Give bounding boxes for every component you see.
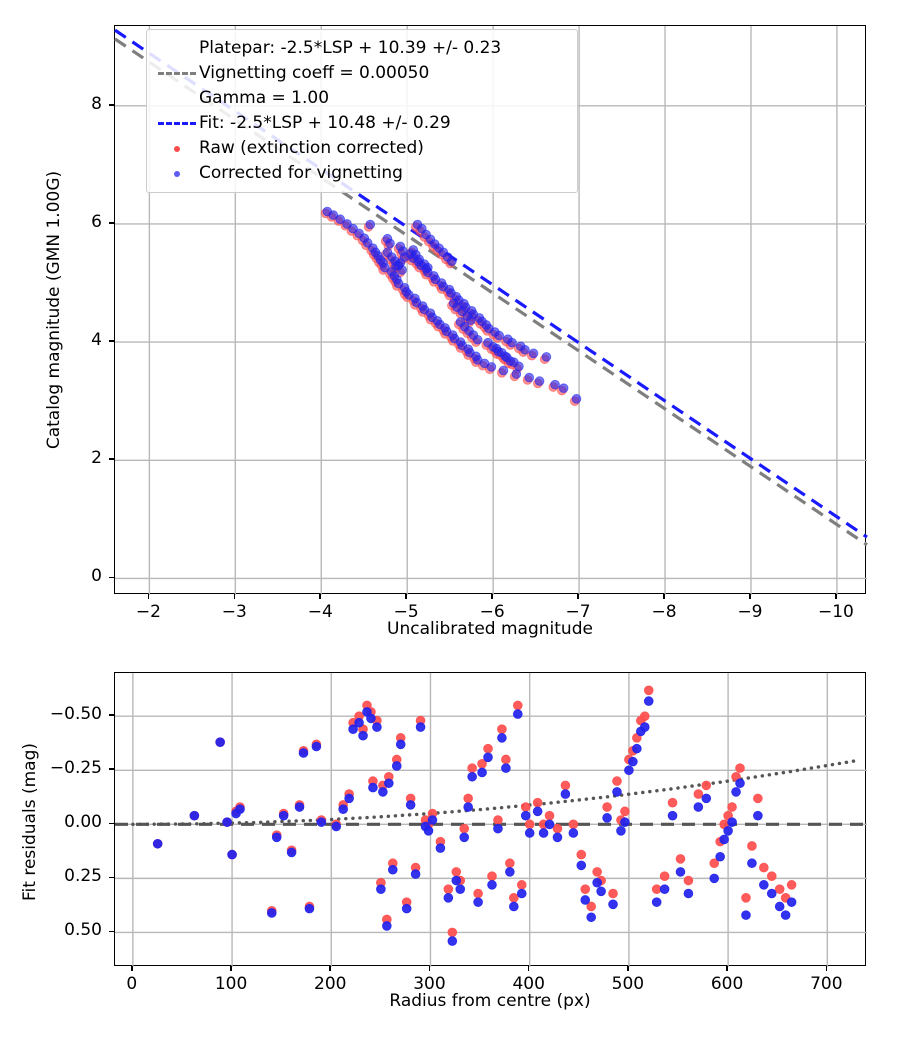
y-tickmark: [109, 768, 114, 771]
legend-label-gamma: Gamma = 1.00: [199, 87, 330, 108]
legend-label-fit: Fit: -2.5*LSP + 10.48 +/- 0.29: [199, 112, 451, 133]
x-tick-label: 300: [413, 974, 446, 994]
x-tickmark: [527, 966, 530, 971]
x-tickmark: [825, 966, 828, 971]
x-tickmark: [230, 966, 232, 971]
y-tickmark: [109, 222, 114, 224]
fit-residuals-plot: [114, 672, 867, 967]
x-tickmark: [428, 966, 431, 971]
x-tickmark: [726, 966, 728, 971]
x-tick-label: 100: [214, 974, 248, 994]
y-tick-label: 2: [91, 448, 102, 469]
legend-entry-platepar: Platepar: -2.5*LSP + 10.39 +/- 0.23: [155, 36, 568, 61]
legend-label-platepar: Platepar: -2.5*LSP + 10.39 +/- 0.23: [199, 37, 502, 58]
y-tick-label: 0: [91, 566, 102, 587]
y-tick-label: 4: [91, 330, 102, 351]
x-tick-label: −7: [565, 602, 591, 622]
residuals-x-axis-label: Radius from centre (px): [389, 991, 591, 1011]
blue-dashed-line-icon: [155, 113, 199, 135]
y-tickmark: [109, 876, 114, 879]
x-tickmark: [835, 594, 837, 599]
x-tickmark: [131, 966, 133, 971]
legend-label-vignetting-coeff: Vignetting coeff = 0.00050: [199, 62, 430, 83]
calibration-legend: Platepar: -2.5*LSP + 10.39 +/- 0.23 Vign…: [146, 29, 578, 193]
calibration-y-axis-label: Catalog magnitude (GMN 1.00G): [44, 170, 64, 450]
x-tickmark: [491, 594, 493, 599]
x-tick-label: 0: [126, 974, 138, 994]
x-tick-label: 400: [512, 974, 545, 994]
red-dot-icon: [155, 138, 199, 160]
legend-marker-none: [155, 88, 199, 110]
x-tick-label: 200: [314, 974, 347, 994]
x-tickmark: [233, 594, 236, 599]
legend-marker-none: [155, 38, 199, 60]
x-tickmark: [405, 594, 407, 599]
x-tick-label: −3: [221, 602, 247, 622]
x-tick-label: 700: [810, 974, 843, 994]
x-tick-label: −10: [817, 602, 854, 622]
x-tickmark: [749, 594, 751, 599]
legend-entry-corrected: Corrected for vignetting: [155, 161, 568, 186]
legend-entry-raw: Raw (extinction corrected): [155, 136, 568, 161]
x-tick-label: −4: [307, 602, 333, 622]
x-tick-label: −2: [135, 602, 161, 622]
x-tickmark: [147, 594, 150, 599]
calibration-x-axis-label: Uncalibrated magnitude: [387, 619, 593, 639]
x-tick-label: −5: [393, 602, 419, 622]
y-tickmark: [109, 340, 114, 342]
residuals-plot-graphics: [115, 673, 867, 967]
x-tickmark: [329, 966, 332, 971]
y-tickmark: [109, 576, 114, 579]
x-tickmark: [663, 594, 665, 599]
legend-entry-fit: Fit: -2.5*LSP + 10.48 +/- 0.29: [155, 111, 568, 136]
y-tick-label: 0.00: [64, 812, 102, 833]
legend-label-corrected: Corrected for vignetting: [199, 162, 403, 183]
y-tick-label: 6: [91, 211, 102, 232]
y-tickmark: [109, 822, 114, 825]
y-tick-label: −0.50: [49, 704, 102, 725]
x-tick-label: 500: [611, 974, 645, 994]
x-tick-label: −8: [651, 602, 677, 622]
y-tick-label: 0.25: [64, 866, 102, 887]
x-tick-label: 600: [710, 974, 744, 994]
x-tickmark: [577, 594, 579, 599]
y-tickmark: [109, 930, 114, 933]
x-tickmark: [627, 966, 629, 971]
legend-entry-gamma: Gamma = 1.00: [155, 86, 568, 111]
y-tick-label: 0.50: [64, 920, 102, 941]
legend-entry-vignetting-coeff: Vignetting coeff = 0.00050: [155, 61, 568, 86]
x-tick-label: −9: [737, 602, 763, 622]
blue-dot-icon: [155, 163, 199, 185]
gray-dashed-line-icon: [155, 63, 199, 85]
x-tickmark: [319, 594, 322, 599]
y-tickmark: [109, 714, 114, 717]
legend-label-raw: Raw (extinction corrected): [199, 137, 424, 158]
y-tick-label: −0.25: [49, 758, 102, 779]
x-tick-label: −6: [479, 602, 505, 622]
y-tick-label: 8: [91, 93, 102, 114]
y-tickmark: [109, 103, 114, 106]
y-tickmark: [109, 458, 114, 461]
